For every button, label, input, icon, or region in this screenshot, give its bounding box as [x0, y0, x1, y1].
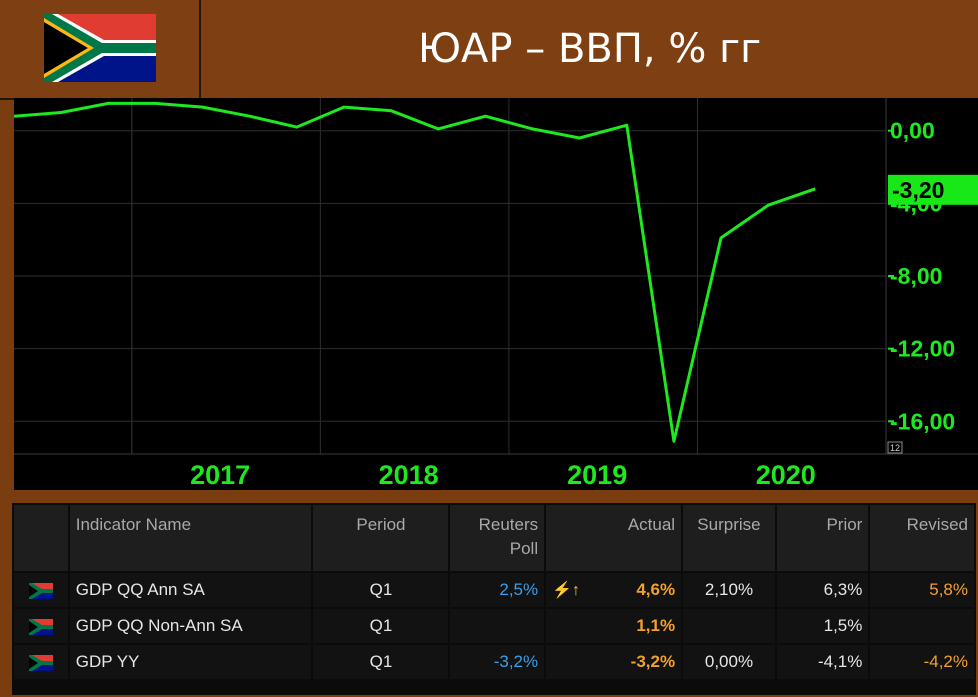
col-header-indicator-name[interactable]: Indicator Name	[69, 505, 312, 571]
corner-box	[887, 441, 903, 454]
row-period: Q1	[313, 609, 449, 643]
y-tick-label: -12,00	[890, 336, 955, 362]
corner-label: 12	[890, 443, 900, 453]
row-actual-cell: ⚡↑ 4,6%	[546, 573, 682, 607]
row-surprise: 0,00%	[683, 645, 775, 679]
row-indicator-name: GDP QQ Ann SA	[69, 573, 312, 607]
south-africa-flag-icon	[28, 654, 53, 671]
col-header-reuters-poll[interactable]: Reuters Poll	[450, 505, 545, 571]
chart-panel: 20172018201920200,00-4,00-8,00-12,00-16,…	[14, 98, 978, 490]
table-row[interactable]: GDP QQ Non-Ann SA Q1 1,1% 1,5%	[14, 609, 974, 643]
x-tick-label: 2018	[379, 460, 439, 490]
south-africa-flag-icon	[44, 14, 156, 82]
col-header-reuters-poll-label: Reuters Poll	[478, 515, 539, 558]
row-flag-cell	[14, 573, 68, 607]
x-tick-label: 2020	[756, 460, 816, 490]
row-indicator-name: GDP YY	[69, 645, 312, 679]
row-actual: -3,2%	[630, 652, 676, 671]
indicator-table: Indicator Name Period Reuters Poll Actua…	[12, 503, 976, 681]
row-reuters-poll	[450, 609, 545, 643]
row-surprise	[683, 609, 775, 643]
y-tick-label: 0,00	[890, 118, 935, 144]
table-row[interactable]: GDP YY Q1 -3,2% -3,2% 0,00% -4,1% -4,2%	[14, 645, 974, 679]
row-reuters-poll: -3,2%	[450, 645, 545, 679]
row-actual: 1,1%	[636, 616, 676, 635]
y-tick-label: -16,00	[890, 408, 955, 434]
last-value-label: -3,20	[892, 177, 944, 203]
col-header-surprise[interactable]: Surprise	[683, 505, 775, 571]
row-flag-cell	[14, 609, 68, 643]
col-header-actual[interactable]: Actual	[546, 505, 682, 571]
indicator-table-panel: Indicator Name Period Reuters Poll Actua…	[12, 503, 976, 695]
row-revised: -4,2%	[870, 645, 974, 679]
row-period: Q1	[313, 573, 449, 607]
row-prior: -4,1%	[776, 645, 869, 679]
row-prior: 1,5%	[776, 609, 869, 643]
y-tick-label: -8,00	[890, 263, 942, 289]
row-actual-cell: 1,1%	[546, 609, 682, 643]
col-header-flag	[14, 505, 68, 571]
row-flag-cell	[14, 645, 68, 679]
table-header-row: Indicator Name Period Reuters Poll Actua…	[14, 505, 974, 571]
row-actual-cell: -3,2%	[546, 645, 682, 679]
table-row[interactable]: GDP QQ Ann SA Q1 2,5% ⚡↑ 4,6% 2,10% 6,3%…	[14, 573, 974, 607]
series-line	[14, 101, 816, 443]
south-africa-flag-icon	[28, 582, 53, 599]
col-header-period[interactable]: Period	[313, 505, 449, 571]
last-value-box	[888, 174, 978, 205]
row-surprise: 2,10%	[683, 573, 775, 607]
row-prior: 6,3%	[776, 573, 869, 607]
col-header-prior[interactable]: Prior	[776, 505, 869, 571]
x-tick-label: 2019	[567, 460, 627, 490]
row-actual: 4,6%	[636, 580, 676, 599]
x-tick-label: 2017	[190, 460, 250, 490]
flag-cell	[0, 0, 201, 98]
row-revised: 5,8%	[870, 573, 974, 607]
lightning-up-arrow-icon: ⚡↑	[552, 582, 581, 599]
row-revised	[870, 609, 974, 643]
page-title: ЮАР – ВВП, % гг	[417, 26, 762, 72]
south-africa-flag-icon	[28, 618, 53, 635]
header: ЮАР – ВВП, % гг	[0, 0, 978, 100]
gdp-line-chart: 20172018201920200,00-4,00-8,00-12,00-16,…	[14, 98, 978, 490]
row-reuters-poll: 2,5%	[450, 573, 545, 607]
col-header-revised[interactable]: Revised	[870, 505, 974, 571]
row-indicator-name: GDP QQ Non-Ann SA	[69, 609, 312, 643]
row-period: Q1	[313, 645, 449, 679]
